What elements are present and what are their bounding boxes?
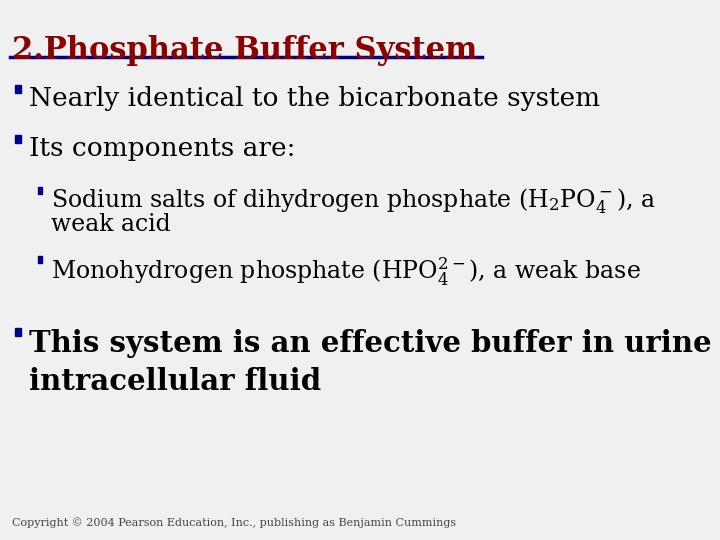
Text: Nearly identical to the bicarbonate system: Nearly identical to the bicarbonate syst… — [29, 86, 600, 111]
Text: Sodium salts of dihydrogen phosphate ($\mathregular{H_2PO_4^-}$), a: Sodium salts of dihydrogen phosphate ($\… — [51, 187, 656, 217]
FancyBboxPatch shape — [37, 186, 42, 193]
Text: This system is an effective buffer in urine and
intracellular fluid: This system is an effective buffer in ur… — [29, 329, 720, 396]
Text: weak acid: weak acid — [51, 213, 171, 236]
FancyBboxPatch shape — [37, 255, 42, 262]
FancyBboxPatch shape — [15, 85, 20, 93]
Text: Its components are:: Its components are: — [29, 136, 295, 161]
FancyBboxPatch shape — [15, 328, 20, 336]
Text: Copyright © 2004 Pearson Education, Inc., publishing as Benjamin Cummings: Copyright © 2004 Pearson Education, Inc.… — [12, 517, 456, 528]
FancyBboxPatch shape — [15, 135, 20, 143]
Text: Monohydrogen phosphate ($\mathregular{HPO_4^{2-}}$), a weak base: Monohydrogen phosphate ($\mathregular{HP… — [51, 256, 641, 288]
Text: 2.Phosphate Buffer System: 2.Phosphate Buffer System — [12, 35, 477, 66]
